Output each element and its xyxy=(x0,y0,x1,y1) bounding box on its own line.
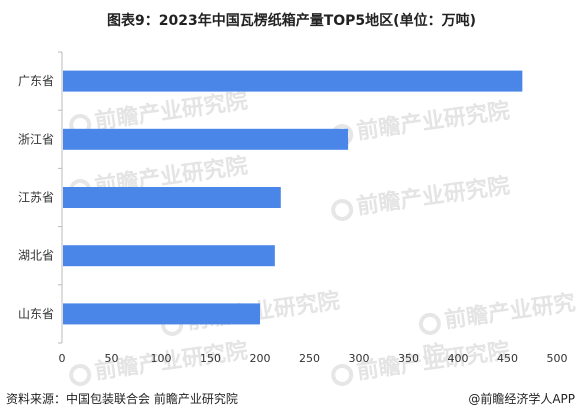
category-label: 山东省 xyxy=(18,307,54,321)
category-label: 广东省 xyxy=(18,74,54,88)
x-tick-label: 450 xyxy=(497,352,518,365)
category-label: 湖北省 xyxy=(18,248,54,263)
x-tick-label: 50 xyxy=(105,352,119,365)
x-tick-label: 400 xyxy=(448,352,469,365)
x-tick-label: 250 xyxy=(299,352,320,365)
x-tick-label: 200 xyxy=(250,352,271,365)
source-note: 资料来源：中国包装联合会 前瞻产业研究院 xyxy=(6,392,238,406)
chart-title: 图表9：2023年中国瓦楞纸箱产量TOP5地区(单位：万吨) xyxy=(107,13,476,29)
bar-4 xyxy=(63,245,275,267)
category-label: 江苏省 xyxy=(18,191,54,205)
bar-2 xyxy=(63,128,349,150)
x-tick-label: 350 xyxy=(398,352,419,365)
x-tick-label: 0 xyxy=(59,352,66,365)
category-label: 浙江省 xyxy=(18,132,54,146)
x-tick-label: 300 xyxy=(349,352,370,365)
bar-5 xyxy=(63,303,260,325)
bar-1 xyxy=(63,70,523,92)
bar-3 xyxy=(63,187,281,208)
x-tick-label: 100 xyxy=(151,352,172,365)
x-tick-label: 500 xyxy=(547,352,568,365)
brand-label: @前瞻经济学人APP xyxy=(468,392,575,406)
x-tick-label: 150 xyxy=(200,352,221,365)
